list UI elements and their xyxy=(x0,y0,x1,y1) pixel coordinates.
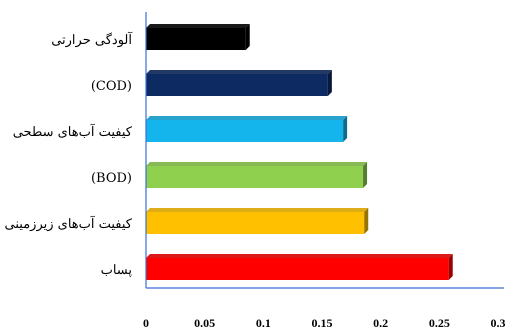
bar-top xyxy=(146,116,348,120)
bar-top xyxy=(146,162,368,166)
bar-face xyxy=(146,166,364,188)
category-label-2: کیفیت آب‌های سطحی xyxy=(13,123,133,140)
bar-0 xyxy=(146,24,250,50)
category-label-4: کیفیت آب‌های زیرزمینی xyxy=(5,215,133,232)
category-label-5: پساب xyxy=(101,263,133,278)
x-tick-labels: 0 0.05 0.1 0.15 0.2 0.25 0.3 xyxy=(143,316,506,330)
category-labels: آلودگی حرارتی (COD) کیفیت آب‌های سطحی (BOD)… xyxy=(5,31,134,278)
bars-group xyxy=(146,24,453,280)
axes-group xyxy=(145,12,504,289)
bar-4 xyxy=(146,208,369,234)
x-tick-label-2: 0.1 xyxy=(256,316,271,330)
bar-side xyxy=(363,162,368,188)
bar-side xyxy=(448,254,453,280)
category-label-1: (COD) xyxy=(91,79,132,94)
x-tick-label-6: 0.3 xyxy=(491,316,506,330)
bar-top xyxy=(146,24,250,28)
x-tick-label-5: 0.25 xyxy=(429,316,450,330)
bar-side xyxy=(364,208,369,234)
bar-3 xyxy=(146,162,368,188)
x-tick-label-1: 0.05 xyxy=(194,316,215,330)
bar-face xyxy=(146,212,365,234)
bar-2 xyxy=(146,116,348,142)
bar-face xyxy=(146,74,328,96)
bar-top xyxy=(146,208,369,212)
category-label-3: (BOD) xyxy=(91,171,132,186)
bar-face xyxy=(146,28,246,50)
bar-face xyxy=(146,258,449,280)
x-tick-label-4: 0.2 xyxy=(373,316,388,330)
x-tick-label-3: 0.15 xyxy=(312,316,333,330)
category-label-0: آلودگی حرارتی xyxy=(51,31,133,48)
bar-5 xyxy=(146,254,453,280)
bar-face xyxy=(146,120,344,142)
bar-1 xyxy=(146,70,332,96)
bar-top xyxy=(146,70,332,74)
x-tick-label-0: 0 xyxy=(143,316,149,330)
bar-side xyxy=(343,116,348,142)
bar-side xyxy=(327,70,332,96)
bar-top xyxy=(146,254,453,258)
bar-side xyxy=(245,24,250,50)
